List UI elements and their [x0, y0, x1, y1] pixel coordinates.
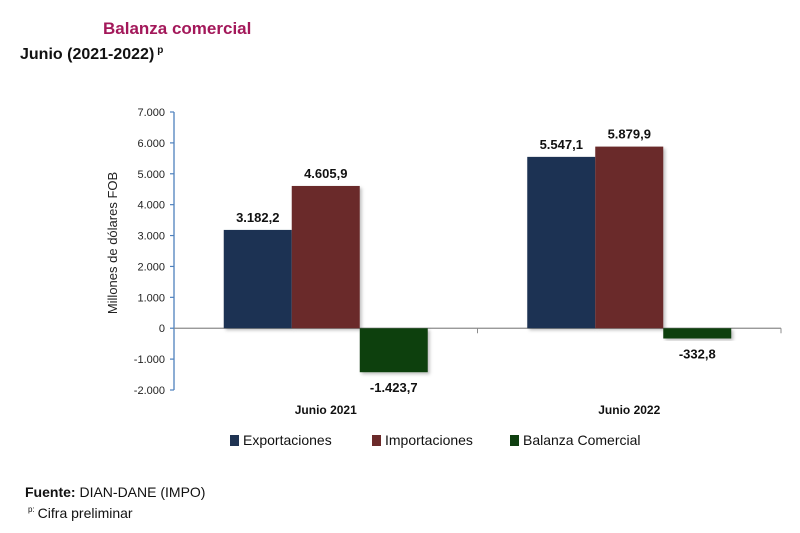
- bar-importaciones-2: [595, 146, 664, 329]
- bar-layer: [223, 146, 732, 373]
- legend: Exportaciones Importaciones Balanza Comerc…: [230, 432, 641, 448]
- source-label: Fuente:: [25, 484, 76, 500]
- y-tick-label: 2.000: [137, 261, 165, 273]
- bar-importaciones-1: [291, 185, 360, 329]
- chart-subtitle: Junio (2021-2022) p: [20, 45, 163, 64]
- y-tick-label: 5.000: [137, 169, 165, 181]
- bar-chart: 7.000 6.000 5.000 4.000 3.000 2.000 1.000 0 -1.0…: [105, 107, 782, 448]
- bar-balanza-comercial-2: [663, 328, 732, 339]
- footnote-mark: p:: [28, 505, 35, 514]
- source-line: Fuente: DIAN-DANE (IMPO): [25, 484, 205, 500]
- legend-swatch: [510, 435, 519, 446]
- subtitle-text: Junio (2021-2022): [20, 46, 155, 63]
- y-tick-label: 6.000: [137, 138, 165, 150]
- data-label: -332,8: [679, 347, 716, 362]
- legend-item-exportaciones: Exportaciones: [230, 432, 332, 448]
- y-tick-label: -2.000: [134, 385, 165, 397]
- legend-label: Balanza Comercial: [523, 432, 641, 448]
- data-label: 5.547,1: [540, 137, 583, 152]
- y-axis-title: Millones de dólares FOB: [105, 172, 120, 314]
- bar-exportaciones-1: [223, 229, 292, 329]
- footnote-text: Cifra preliminar: [37, 505, 133, 521]
- legend-swatch: [230, 435, 239, 446]
- axis-layer: 7.000 6.000 5.000 4.000 3.000 2.000 1.000 0 -1.0…: [105, 107, 782, 397]
- bar-balanza-comercial-1: [359, 328, 428, 373]
- legend-label: Importaciones: [385, 432, 473, 448]
- y-tick-label: 3.000: [137, 231, 165, 243]
- y-tick-label: 7.000: [137, 107, 165, 119]
- source-value: DIAN-DANE (IMPO): [75, 484, 206, 500]
- legend-swatch: [372, 435, 381, 446]
- y-tick-label: 4.000: [137, 200, 165, 212]
- data-label: 3.182,2: [236, 210, 279, 225]
- y-tick-label: 0: [159, 323, 165, 335]
- chart-title: Balanza comercial: [103, 19, 252, 38]
- label-layer: 3.182,2 4.605,9 -1.423,7 Junio 2021 5.547,1 5…: [236, 127, 716, 417]
- data-label: 5.879,9: [608, 127, 651, 142]
- preliminary-mark: p: [157, 45, 164, 56]
- data-label: 4.605,9: [304, 166, 347, 181]
- x-category-label: Junio 2021: [295, 403, 357, 417]
- legend-item-balanza-comercial: Balanza Comercial: [510, 432, 641, 448]
- y-tick-label: 1.000: [137, 292, 165, 304]
- bar-exportaciones-2: [527, 156, 596, 329]
- data-label: -1.423,7: [370, 380, 418, 395]
- footnote: p: Cifra preliminar: [28, 505, 133, 521]
- y-tick-label: -1.000: [134, 354, 165, 366]
- legend-label: Exportaciones: [243, 432, 332, 448]
- x-category-label: Junio 2022: [598, 403, 660, 417]
- legend-item-importaciones: Importaciones: [372, 432, 473, 448]
